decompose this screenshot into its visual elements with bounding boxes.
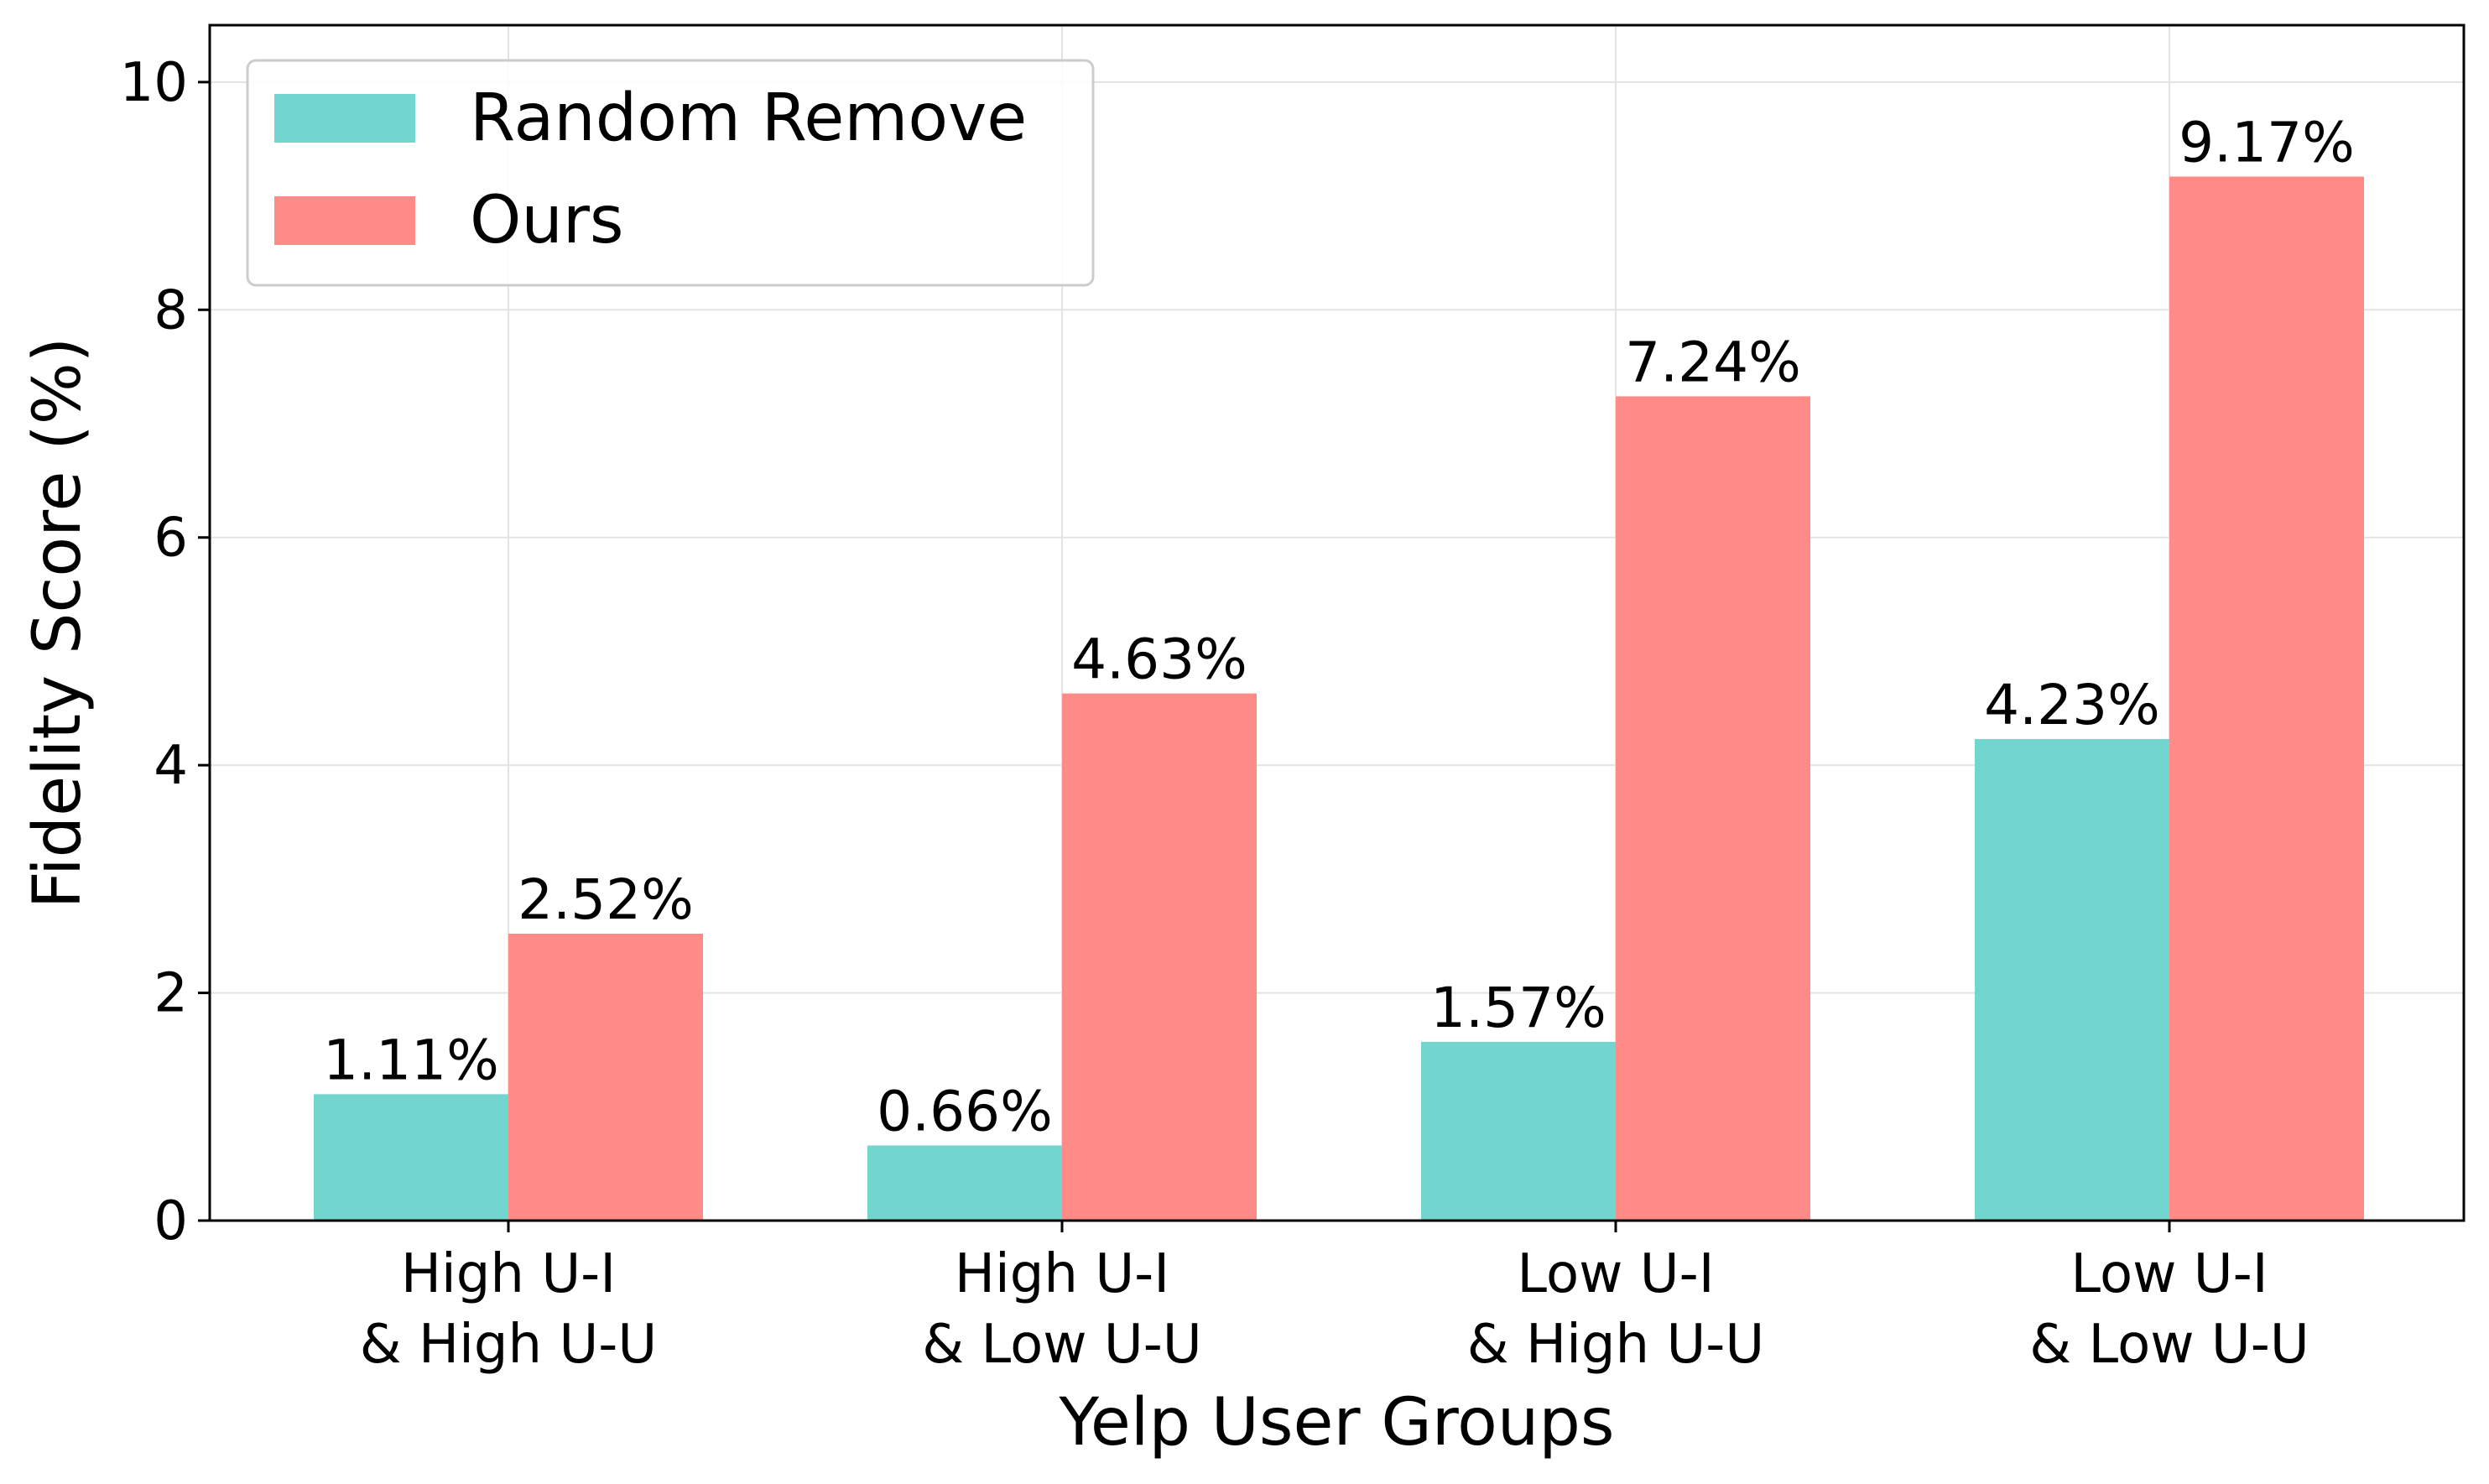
axes: 0 2 4 6 8 10 High U-I & High U-U High U-I & Low U… — [120, 52, 2309, 1376]
bar-ours — [2169, 176, 2364, 1221]
legend-box — [246, 59, 1095, 287]
data-label-random-remove: 0.66% — [877, 1079, 1053, 1143]
plot-frame — [208, 23, 2466, 1222]
data-labels: 1.11% 0.66% 1.57% 4.23% 2.52% 4.63% 7.24% 9.17% — [323, 111, 2355, 1144]
bar-ours — [1062, 693, 1257, 1221]
bar-random-remove — [1421, 1041, 1616, 1221]
y-axis-title: Fidelity Score (%) — [20, 337, 96, 909]
legend-label-ours: Ours — [470, 183, 624, 258]
bar-ours — [508, 934, 703, 1221]
y-tick-label: 0 — [154, 1190, 188, 1252]
legend: Random Remove Ours — [246, 59, 1095, 287]
data-label-random-remove: 1.11% — [323, 1028, 499, 1092]
legend-swatch-ours — [274, 196, 415, 245]
y-tick-label: 8 — [154, 279, 188, 341]
x-axis-title: Yelp User Groups — [1059, 1385, 1615, 1461]
data-label-random-remove: 1.57% — [1430, 976, 1606, 1040]
y-tick-label: 10 — [120, 52, 188, 114]
data-label-ours: 9.17% — [2179, 111, 2355, 175]
y-tick-label: 2 — [154, 963, 188, 1025]
x-tick-label: High U-I & Low U-U — [922, 1243, 1201, 1376]
x-tick-label: Low U-I & Low U-U — [2029, 1243, 2309, 1376]
bar-ours — [1616, 396, 1810, 1221]
x-tick-label: High U-I & High U-U — [360, 1243, 657, 1376]
data-label-ours: 2.52% — [518, 867, 694, 932]
legend-swatch-random-remove — [274, 94, 415, 143]
bar-random-remove — [867, 1145, 1062, 1221]
bars — [314, 176, 2364, 1221]
y-tick-label: 4 — [154, 735, 188, 797]
data-label-random-remove: 4.23% — [1984, 673, 2160, 737]
bar-random-remove — [314, 1094, 508, 1221]
bar-random-remove — [1975, 738, 2169, 1221]
data-label-ours: 7.24% — [1625, 330, 1801, 394]
data-label-ours: 4.63% — [1071, 627, 1247, 692]
x-tick-label: Low U-I & High U-U — [1467, 1243, 1764, 1376]
legend-label-random-remove: Random Remove — [470, 81, 1027, 156]
y-tick-label: 6 — [154, 508, 188, 570]
